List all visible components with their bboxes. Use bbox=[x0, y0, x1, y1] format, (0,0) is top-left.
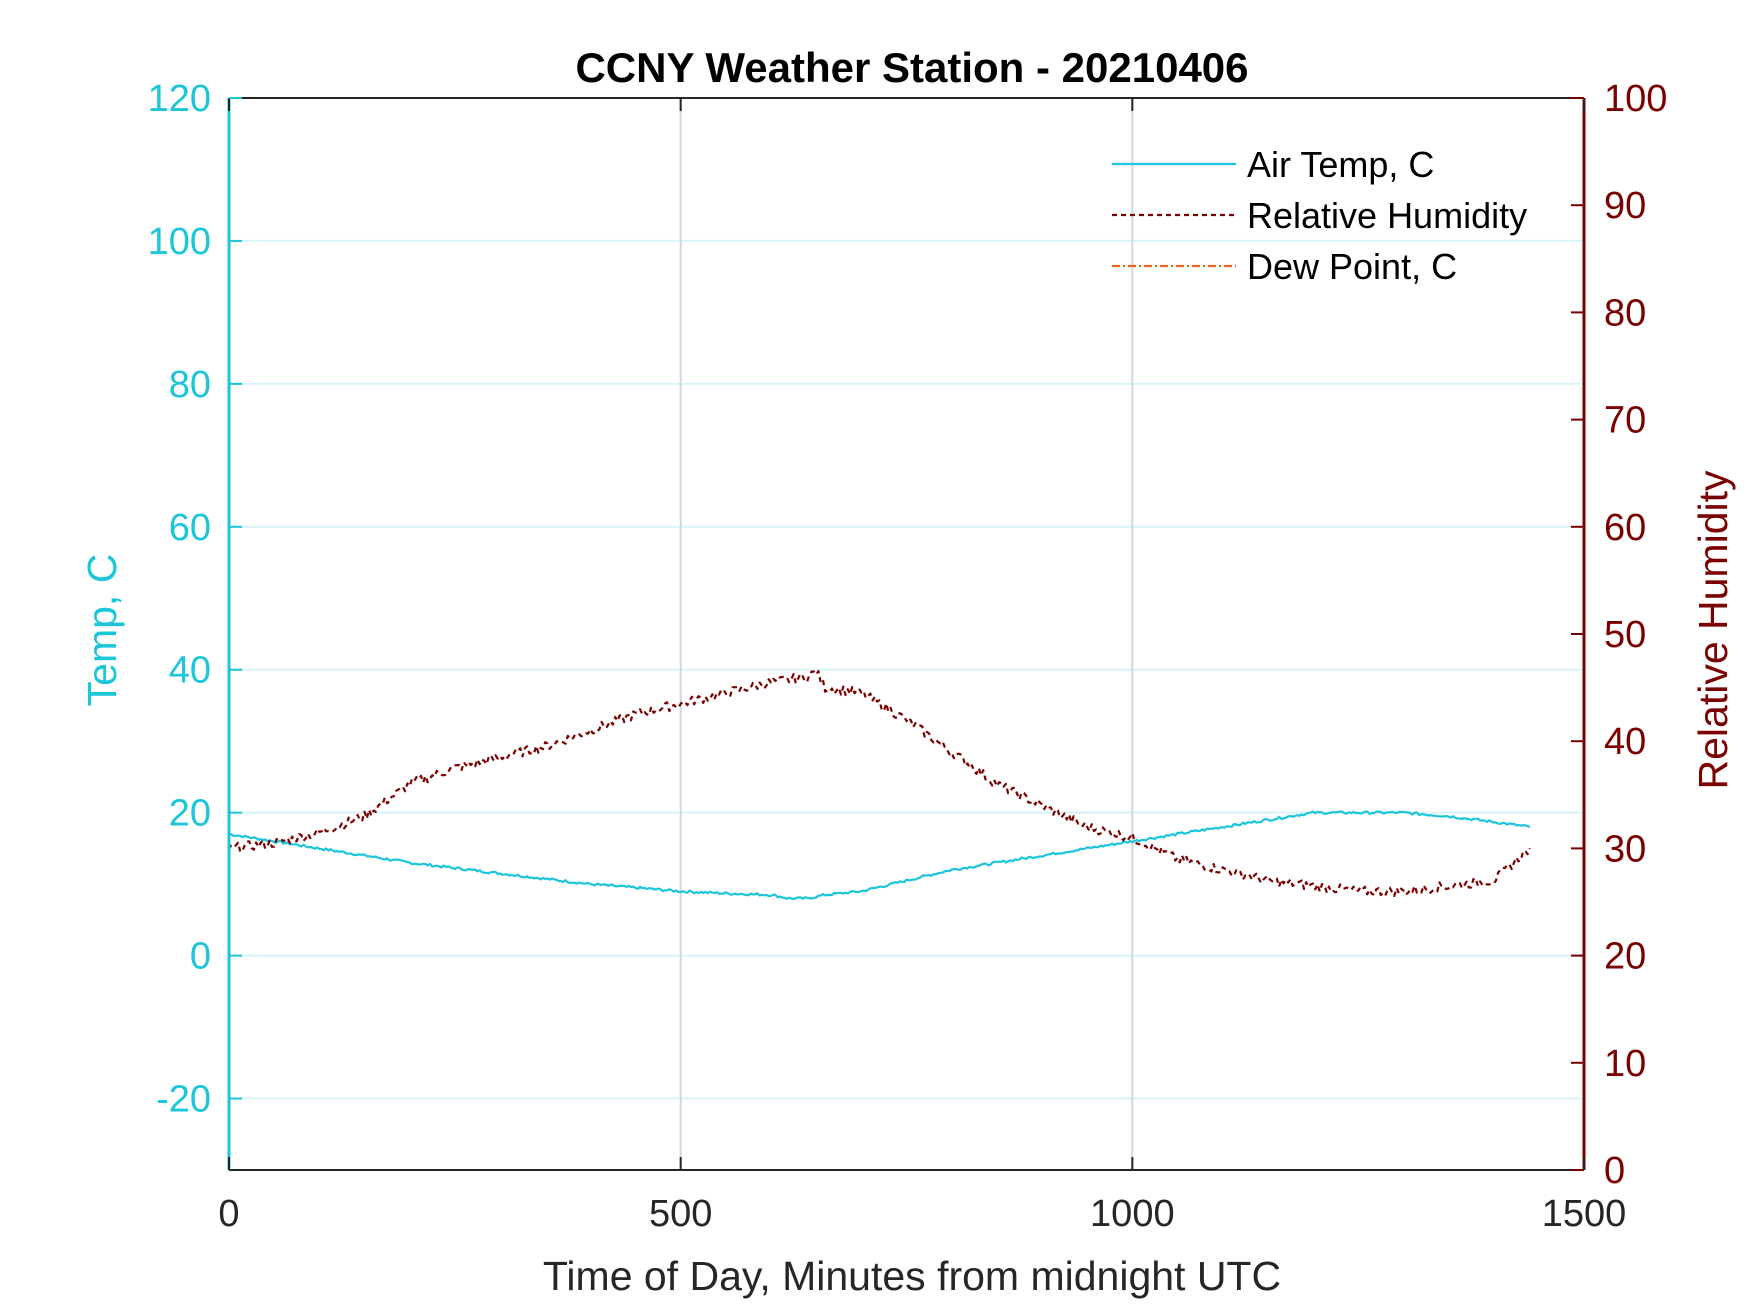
axes bbox=[227, 97, 1586, 1171]
legend-label: Dew Point, C bbox=[1247, 246, 1457, 287]
series-line-1 bbox=[228, 670, 1531, 897]
y-axis-left-label: Temp, C bbox=[79, 554, 125, 707]
y-right-tick-label: 70 bbox=[1604, 400, 1646, 442]
y-left-tick-label: 60 bbox=[169, 507, 211, 549]
chart-title: CCNY Weather Station - 20210406 bbox=[575, 44, 1248, 91]
y-right-tick-label: 30 bbox=[1604, 828, 1646, 870]
y-left-tick-label: 40 bbox=[169, 650, 211, 692]
y-right-tick-label: 0 bbox=[1604, 1150, 1625, 1192]
series-line-0 bbox=[228, 810, 1531, 901]
y-right-tick-label: 10 bbox=[1604, 1043, 1646, 1085]
y-axis-right-label: Relative Humidity bbox=[1690, 470, 1736, 789]
y-left-tick-label: 0 bbox=[190, 936, 211, 978]
legend-label: Air Temp, C bbox=[1247, 144, 1434, 185]
y-right-tick-label: 100 bbox=[1604, 78, 1667, 120]
y-left-tick-label: -20 bbox=[156, 1079, 211, 1121]
y-right-tick-label: 50 bbox=[1604, 614, 1646, 656]
x-tick-label: 1000 bbox=[1090, 1193, 1175, 1235]
y-left-tick-label: 100 bbox=[148, 221, 211, 263]
y-left-tick-label: 80 bbox=[169, 364, 211, 406]
y-right-tick-label: 60 bbox=[1604, 507, 1646, 549]
x-tick-label: 1500 bbox=[1542, 1193, 1627, 1235]
y-right-tick-label: 20 bbox=[1604, 936, 1646, 978]
legend: Air Temp, C Relative Humidity Dew Point, C bbox=[1112, 144, 1527, 287]
y-left-tick-label: 120 bbox=[148, 78, 211, 120]
y-right-tick-label: 80 bbox=[1604, 292, 1646, 334]
x-axis-label: Time of Day, Minutes from midnight UTC bbox=[543, 1253, 1281, 1299]
y-right-tick-label: 40 bbox=[1604, 721, 1646, 763]
x-tick-label: 0 bbox=[218, 1193, 239, 1235]
plot-series bbox=[228, 670, 1531, 901]
y-left-tick-label: 20 bbox=[169, 793, 211, 835]
grid-lines bbox=[229, 98, 1584, 1170]
y-right-tick-label: 90 bbox=[1604, 185, 1646, 227]
legend-label: Relative Humidity bbox=[1247, 195, 1527, 236]
x-tick-label: 500 bbox=[649, 1193, 712, 1235]
tick-labels: 0 500 1000 1500 -20 0 20 40 60 80 100 120 0 10 20 30 40 5… bbox=[148, 78, 1668, 1235]
